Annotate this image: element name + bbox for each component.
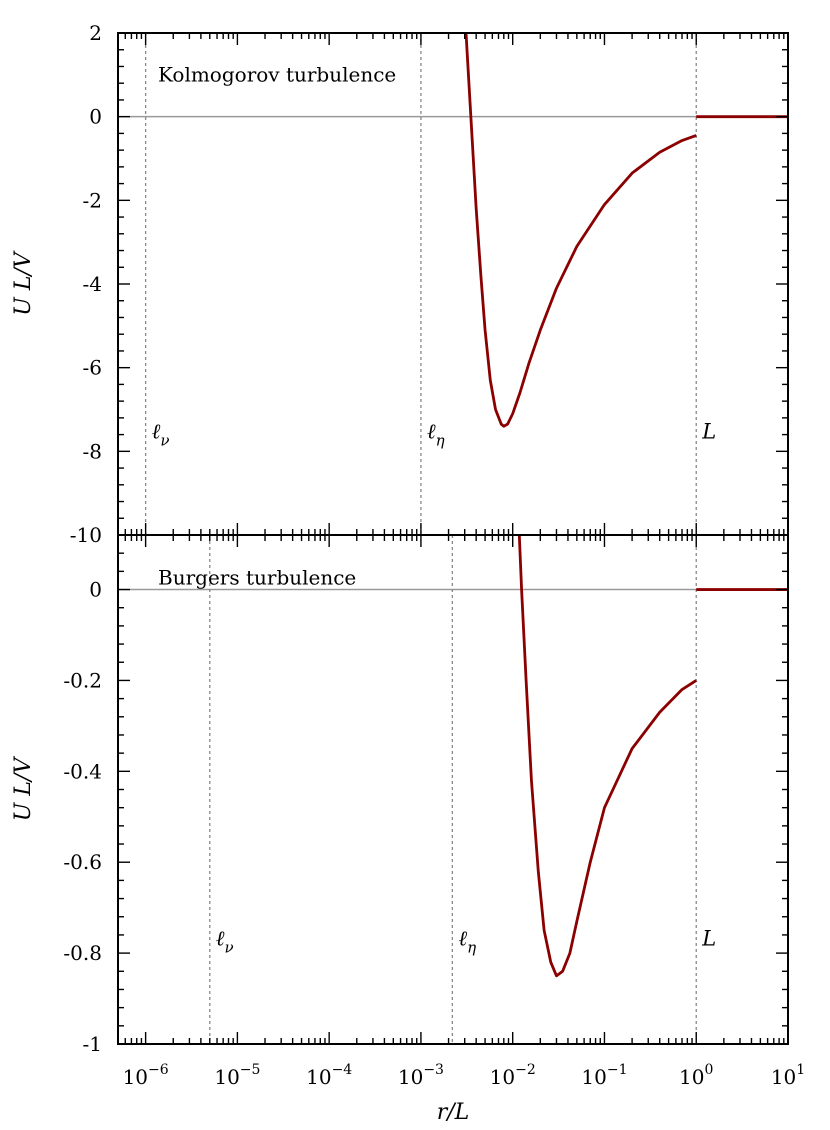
x-tick-label: 10−4 xyxy=(306,1062,352,1089)
marker-label: ℓη xyxy=(427,420,445,450)
y-tick-label: 2 xyxy=(89,21,102,45)
plot-frame xyxy=(117,32,789,536)
y-tick-label: -10 xyxy=(70,523,102,547)
x-tick-label: 10−6 xyxy=(123,1062,169,1089)
y-tick-label: 0 xyxy=(89,578,102,602)
y-tick-label: -0.6 xyxy=(63,850,102,874)
panel-title: Burgers turbulence xyxy=(158,565,356,589)
panel-title: Kolmogorov turbulence xyxy=(158,63,396,87)
y-axis-label: U L/V xyxy=(11,756,36,822)
y-tick-label: -4 xyxy=(83,272,102,296)
series-line xyxy=(464,33,697,428)
series-line xyxy=(517,535,697,978)
marker-label: ℓη xyxy=(458,926,476,956)
x-tick-label: 10−2 xyxy=(490,1062,536,1089)
marker-label: L xyxy=(701,926,716,950)
y-tick-label: -0.4 xyxy=(63,759,102,783)
y-axis-label: U L/V xyxy=(11,250,36,316)
x-tick-label: 10−5 xyxy=(214,1062,260,1089)
x-tick-label: 101 xyxy=(771,1062,805,1089)
panel-1: ℓν ℓη L 2 0 -2 -4 -6 -8 -10 Kolmogorov turbulence U… xyxy=(11,21,789,547)
y-tick-label: -8 xyxy=(83,439,102,463)
y-tick-label: -0.8 xyxy=(63,941,102,965)
panel-2: ℓν ℓη L 0 -0.2 -0.4 -0.6 -0.8 -1 Burgers turbulen… xyxy=(11,534,805,1125)
y-tick-label: 0 xyxy=(89,105,102,129)
x-axis-label: r/L xyxy=(437,1100,470,1125)
marker-label: ℓν xyxy=(152,420,170,450)
x-tick-label: 100 xyxy=(679,1062,713,1089)
y-tick-label: -6 xyxy=(83,356,102,380)
y-tick-label: -2 xyxy=(83,188,102,212)
y-tick-label: -1 xyxy=(83,1032,102,1056)
y-tick-label: -0.2 xyxy=(63,668,102,692)
marker-label: L xyxy=(701,420,716,444)
marker-label: ℓν xyxy=(216,926,234,956)
x-tick-label: 10−1 xyxy=(581,1062,627,1089)
x-tick-label: 10−3 xyxy=(398,1062,444,1089)
plot-frame xyxy=(117,534,789,1045)
